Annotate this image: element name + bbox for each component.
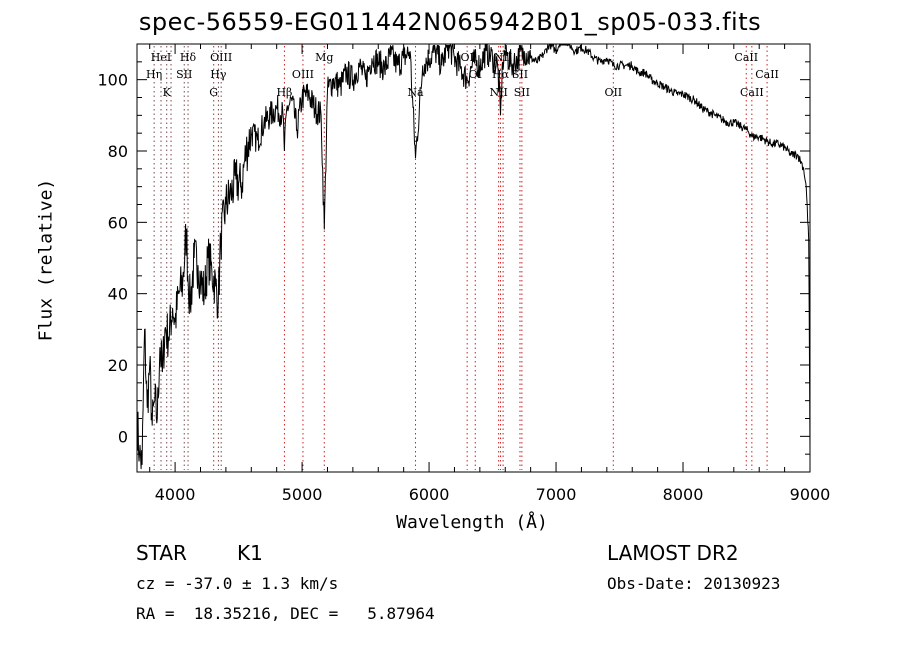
y-axis-label: Flux (relative)	[35, 178, 57, 342]
obs-date: Obs-Date: 20130923	[607, 574, 781, 593]
series-layer	[136, 43, 811, 470]
line-label: Hη	[146, 68, 162, 81]
x-tick-label: 5000	[282, 485, 323, 504]
line-label: SII	[514, 86, 530, 99]
x-axis-label: Wavelength (Å)	[396, 512, 548, 533]
line-label: K	[163, 86, 172, 99]
chart-title: spec-56559-EG011442N065942B01_sp05-033.f…	[138, 8, 762, 36]
x-tick-label: 8000	[663, 485, 704, 504]
line-label: Hδ	[180, 51, 197, 64]
line-label: Mg	[315, 51, 333, 64]
line-label: CaII	[740, 86, 764, 99]
line-label: SII	[176, 68, 192, 81]
object-subclass: K1	[237, 541, 263, 565]
line-label: OI	[460, 51, 473, 64]
x-tick-label: 9000	[790, 485, 831, 504]
line-label: OI	[469, 68, 482, 81]
line-label: Hα	[492, 68, 510, 81]
line-label: OIII	[210, 51, 232, 64]
y-tick-label: 60	[108, 213, 128, 232]
object-class: STAR	[136, 541, 187, 565]
y-tick-label: 0	[118, 427, 128, 446]
line-label: Hγ	[210, 68, 227, 81]
x-tick-label: 4000	[155, 485, 196, 504]
line-label: SII	[512, 68, 528, 81]
redshift-value: cz = -37.0 ± 1.3 km/s	[136, 574, 339, 593]
coordinates: RA = 18.35216, DEC = 5.87964	[136, 604, 435, 623]
line-label: Hβ	[276, 86, 292, 99]
y-tick-label: 20	[108, 356, 128, 375]
y-tick-label: 100	[97, 71, 128, 90]
y-tick-label: 40	[108, 285, 128, 304]
x-tick-label: 6000	[409, 485, 450, 504]
survey-name: LAMOST DR2	[607, 541, 739, 565]
line-label: HeI	[151, 51, 171, 64]
spectrum-series-line	[136, 43, 811, 470]
y-tick-label: 80	[108, 142, 128, 161]
line-label: OII	[604, 86, 622, 99]
spectral-line-markers	[153, 46, 768, 470]
x-tick-label: 7000	[536, 485, 577, 504]
line-label: CaII	[755, 68, 779, 81]
line-label: OIII	[292, 68, 314, 81]
axis-ticks: 4000 5000 6000 7000 8000 9000 0 20 40 60 80 100	[97, 43, 831, 504]
plot-frame	[136, 43, 811, 473]
line-label: Na	[407, 86, 424, 99]
line-label: NII	[489, 86, 507, 99]
line-label: CaII	[734, 51, 758, 64]
line-label: G	[209, 86, 218, 99]
line-label: NII	[494, 51, 512, 64]
